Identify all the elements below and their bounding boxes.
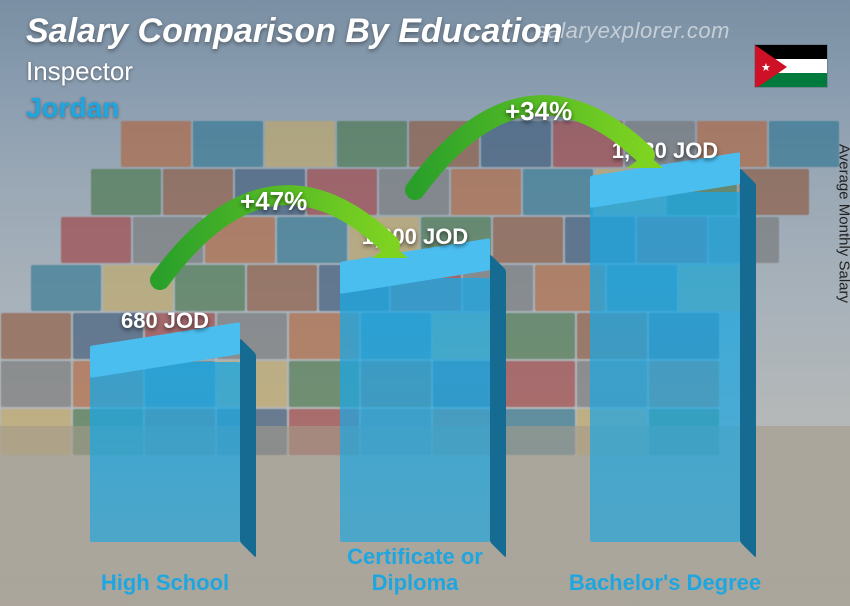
chart-country: Jordan: [26, 92, 119, 124]
chart-subtitle: Inspector: [26, 56, 133, 87]
watermark-text: salaryexplorer.com: [536, 18, 730, 44]
bar-0: [90, 362, 240, 542]
bar-2: [590, 192, 740, 542]
chart-title: Salary Comparison By Education: [26, 12, 563, 51]
growth-pct-1: +34%: [505, 96, 572, 127]
country-flag-icon: ★: [754, 44, 828, 88]
bar-category-2: Bachelor's Degree: [565, 570, 765, 596]
chart-container: Salary Comparison By Education Inspector…: [0, 0, 850, 606]
bar-category-0: High School: [65, 570, 265, 596]
bar-category-1: Certificate or Diploma: [315, 544, 515, 596]
growth-arrow-1: [395, 60, 695, 200]
y-axis-label: Average Monthly Salary: [836, 144, 850, 303]
growth-pct-0: +47%: [240, 186, 307, 217]
bar-value-0: 680 JOD: [65, 308, 265, 334]
bar-1: [340, 278, 490, 542]
